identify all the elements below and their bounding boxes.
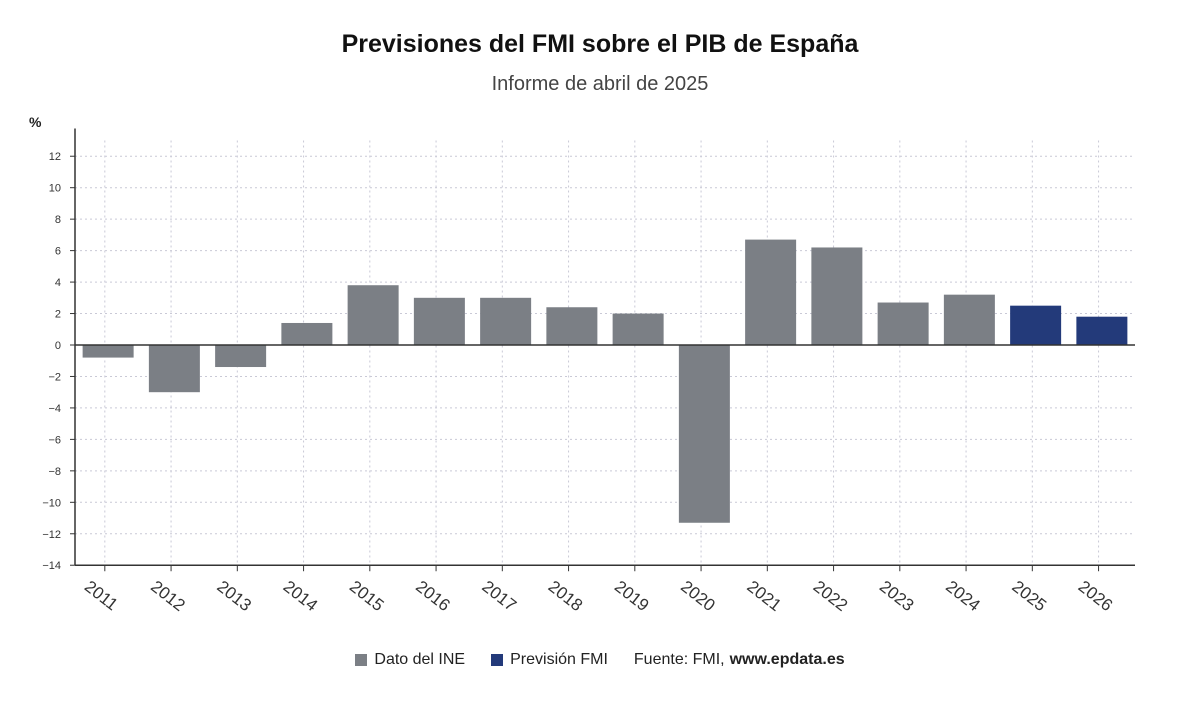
bar-2022 [811,247,863,345]
legend-item-ine: Dato del INE [355,651,465,669]
bar-2020 [678,345,730,523]
bar-2019 [612,313,664,345]
legend-label-fmi: Previsión FMI [510,651,608,668]
x-tick-label-2025: 2025 [1008,577,1050,615]
chart-title: Previsiones del FMI sobre el PIB de Espa… [341,30,859,58]
x-tick-label-2017: 2017 [478,577,520,615]
bar-2018 [546,307,598,345]
bar-2014 [281,322,333,345]
y-tick-label: 2 [55,309,61,321]
y-tick-label: 8 [55,214,61,226]
x-tick-label-2015: 2015 [346,577,388,615]
y-tick-label: 4 [55,277,61,289]
y-tick-label: −4 [48,403,61,415]
legend-swatch-ine [355,654,368,666]
y-axis-label: % [29,114,42,130]
x-tick-label-2023: 2023 [876,577,918,615]
x-tick-label-2014: 2014 [280,577,322,615]
y-tick-label: 12 [49,151,61,163]
bar-2017 [480,297,532,345]
bar-2021 [745,239,797,345]
legend-swatch-fmi [491,654,504,666]
chart-subtitle: Informe de abril de 2025 [491,73,709,95]
y-tick-label: −2 [48,371,61,383]
y-tick-label: −12 [42,529,61,541]
bar-2012 [148,345,200,393]
y-tick-label: −14 [42,560,61,572]
y-tick-label: 0 [55,340,61,352]
bar-2026 [1076,316,1128,345]
bar-2016 [413,297,465,345]
legend-label-ine: Dato del INE [374,651,466,668]
x-tick-label-2019: 2019 [611,577,653,615]
x-tick-label-2020: 2020 [677,577,719,615]
x-tick-label-2016: 2016 [412,577,454,615]
x-tick-label-2024: 2024 [942,577,984,615]
y-tick-label: −8 [48,466,61,478]
x-tick-label-2021: 2021 [743,577,785,615]
bar-2025 [1010,305,1062,345]
bar-2013 [215,345,267,368]
source-website: www.epdata.es [729,651,845,668]
x-tick-label-2011: 2011 [81,577,122,614]
y-tick-label: −6 [48,434,61,446]
y-tick-label: 10 [49,183,61,195]
legend-item-fmi: Previsión FMI [491,651,608,669]
x-tick-label-2012: 2012 [147,577,189,615]
x-tick-label-2026: 2026 [1075,577,1117,615]
legend: Dato del INE Previsión FMI Fuente: FMI, … [0,648,1200,672]
y-tick-label: −10 [42,497,61,509]
x-tick-label-2013: 2013 [213,577,255,615]
source-label: Fuente: FMI, [633,651,725,668]
bar-2011 [82,345,134,358]
x-tick-label-2018: 2018 [545,577,587,615]
y-tick-label: 6 [55,246,61,258]
bar-2015 [347,285,399,345]
x-tick-label-2022: 2022 [810,577,852,615]
bar-2023 [877,302,929,345]
source-note: Fuente: FMI, www.epdata.es [634,651,845,669]
bar-2024 [943,294,995,345]
